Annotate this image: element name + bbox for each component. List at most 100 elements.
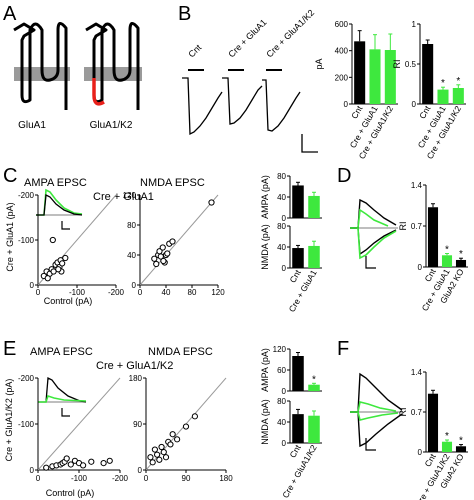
data-point [164,250,171,257]
data-point [55,266,62,273]
panel-letter-d: D [337,165,351,187]
data-point [59,260,66,267]
x-tick-label: 90 [182,474,191,483]
y-axis-title: AMPA (pA) [260,175,270,219]
bar [354,41,366,104]
trace-cnt [182,77,223,136]
y-axis-title: NMDA (pA) [260,399,270,445]
bar [455,259,467,267]
data-point [160,449,167,456]
data-point [44,275,51,282]
c-x-axis-label: Control (pA) [44,296,93,306]
y-tick-label: 40 [277,193,286,202]
panel-a-topology: GluA1 GluA1/K2 [13,22,142,131]
y-tick-label: 400 [335,47,349,56]
x-tick-label: 180 [219,474,233,483]
y-tick-label: 0 [418,448,423,457]
data-point [63,455,70,462]
bar [427,393,439,452]
data-point [156,456,163,463]
panel-letter-e: E [3,338,16,360]
y-tick-label: 0 [344,100,349,109]
x-tick-label: 40 [162,288,171,297]
panel-letter-a: A [3,3,17,25]
y-tick-label: 0 [282,264,287,273]
c-nmda-title: NMDA EPSC [140,177,205,189]
y-axis-title: RI [398,222,408,231]
bar [441,441,453,452]
y-tick-label: 0 [138,466,143,475]
y-tick-label: 0 [282,214,287,223]
unity-line [37,377,121,471]
significance-star: * [441,78,445,89]
data-point [153,260,160,268]
c-ampa-title: AMPA EPSC [24,177,87,189]
bar [292,414,304,443]
x-tick-label: 0 [144,474,149,483]
y-tick-label: 90 [133,420,142,429]
y-tick-label: 120 [273,345,287,354]
trace-label-cre-glua1: Cre + GluA1 [226,17,268,59]
y-tick-label: 80 [277,397,286,406]
scatter-e-ampa-scatter: 0 -100 -200 0 -100 -200 [18,374,129,483]
bar [292,185,304,218]
x-tick-label: 0 [138,288,143,297]
panel-letter-f: F [337,338,349,360]
data-point [160,257,167,265]
panel-letter-c: C [3,165,17,187]
data-point [182,423,190,430]
x-tick-label: -200 [108,288,125,297]
significance-star: * [459,249,463,260]
glua1-topology-line [13,22,68,110]
data-point [88,458,95,465]
y-tick-label: 80 [277,222,286,231]
data-point [49,236,56,244]
significance-star: * [459,436,463,447]
y-tick-label: 0 [30,281,35,290]
panel-letter-b: B [178,3,191,25]
y-tick-label: -100 [18,236,35,245]
y-tick-label: 1 [412,20,417,29]
y-tick-label: -100 [18,420,35,429]
y-tick-label: 40 [127,251,136,260]
trace-label-cnt: Cnt [186,42,203,59]
data-point [151,255,158,262]
bar [369,49,381,104]
significance-star: * [312,374,316,385]
x-tick-label: -200 [112,474,129,483]
bar [308,415,320,443]
bar [384,50,396,104]
data-point [149,459,156,466]
y-tick-label: 200 [335,73,349,82]
trace-label-cre-glua1k2: Cre + GluA1/K2 [264,8,316,60]
y-tick-label: 0 [30,466,35,475]
bar [422,44,434,104]
scale-bar-b [301,134,318,153]
bar [292,356,304,391]
y-tick-label: 40 [277,243,286,252]
y-tick-label: 180 [129,374,143,383]
data-point [162,454,170,461]
bar-chart-c-ampa-bar: 0 40 80 AMPA (pA) [260,172,322,223]
x-tick-label: 80 [188,288,197,297]
data-point [147,454,154,461]
y-axis-title: AMPA (pA) [260,348,270,392]
d-traces [350,198,398,269]
y-tick-label: 1.4 [411,368,423,377]
trace-cre-glua1 [222,77,263,125]
y-tick-label: 0 [282,387,287,396]
y-tick-label: -200 [18,191,35,200]
y-tick-label: 80 [277,172,286,181]
panel-b-traces: Cnt Cre + GluA1 Cre + GluA1/K2 [182,8,318,153]
y-axis-title: RI [398,408,408,417]
k2-segment-red [92,78,105,106]
glua1k2-label: GluA1/K2 [90,120,133,131]
e-condition-label: Cre + GluA1/K2 [96,360,173,372]
data-point [80,462,87,469]
